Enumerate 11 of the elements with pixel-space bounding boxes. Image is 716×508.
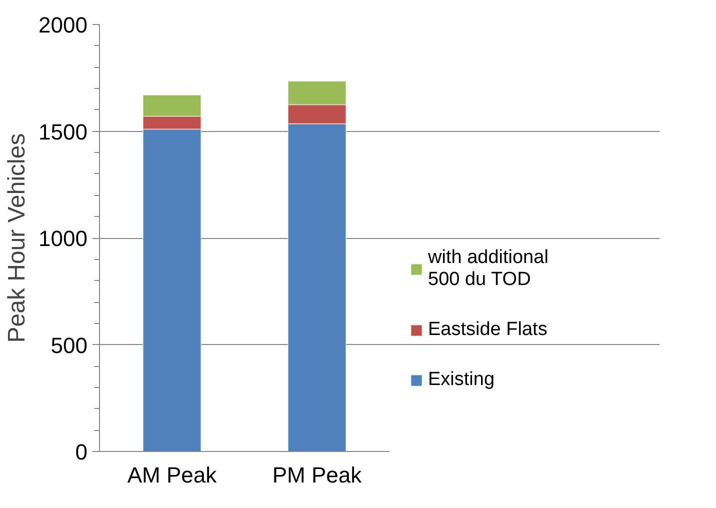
y-tick-label: 0: [75, 440, 88, 464]
y-tick-label: 500: [50, 332, 88, 358]
y-tick-label: 2000: [38, 12, 88, 38]
legend-label: with additional 500 du TOD: [428, 247, 548, 291]
y-tick-label: 1500: [38, 119, 88, 144]
legend-label: Eastside Flats: [428, 319, 548, 341]
legend-label: Existing: [428, 369, 495, 391]
y-axis-title: Peak Hour Vehicles: [4, 133, 31, 343]
y-tick-label: 1000: [38, 226, 88, 251]
x-tick-label: AM Peak: [127, 462, 218, 488]
x-tick-label: PM Peak: [272, 462, 363, 488]
